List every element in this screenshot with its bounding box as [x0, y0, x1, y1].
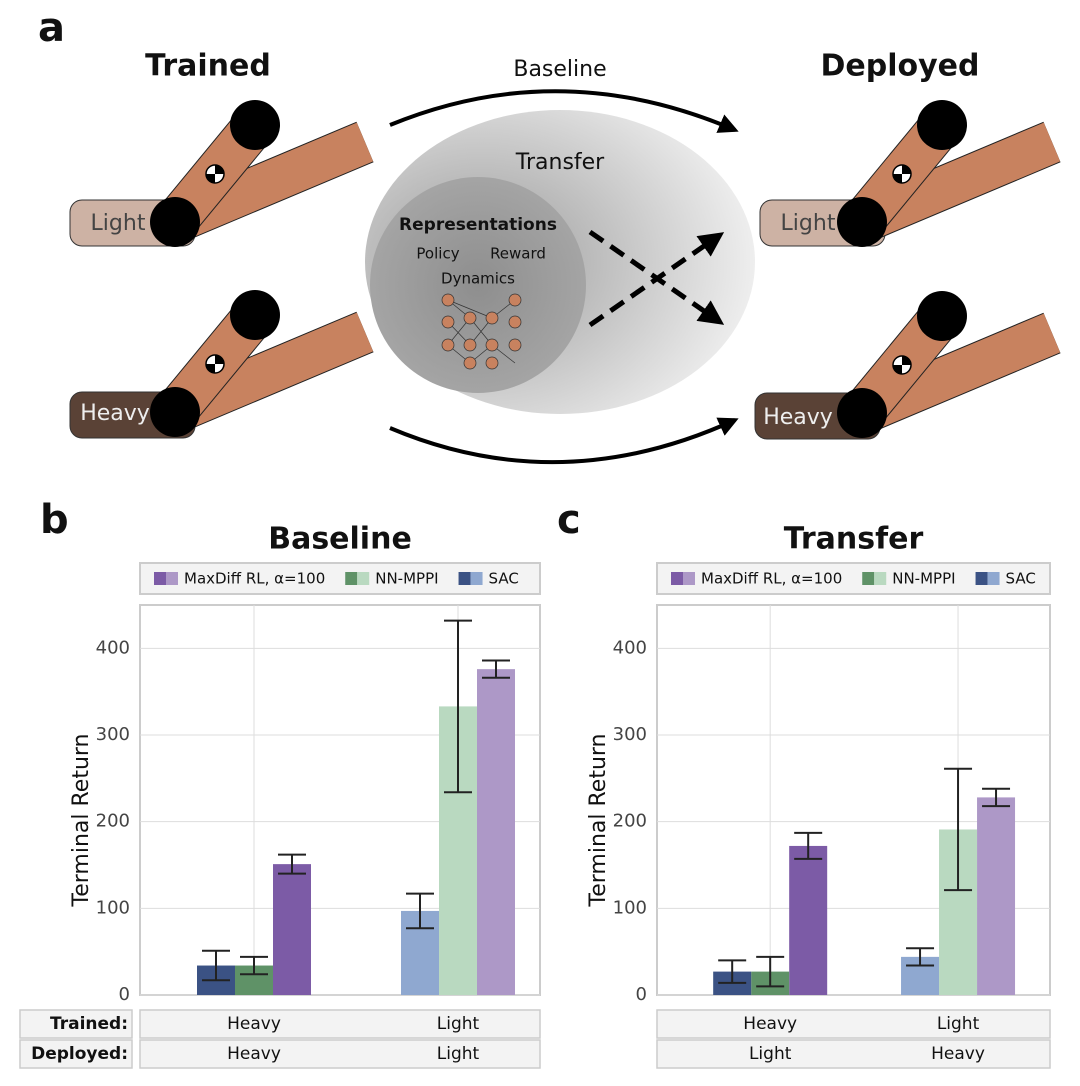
category-label: Heavy — [227, 1044, 281, 1064]
error-bar — [906, 947, 935, 967]
bar — [273, 864, 311, 995]
region-label: Transfer — [515, 150, 605, 175]
category-label: Light — [749, 1044, 792, 1064]
error-bar — [482, 659, 510, 679]
error-bar — [756, 955, 785, 988]
y-axis-label: Terminal Return — [586, 734, 611, 908]
y-tick-label: 100 — [613, 897, 647, 918]
legend-label: SAC — [1006, 570, 1036, 588]
arm-label: Light — [781, 211, 836, 236]
table-row — [656, 1009, 1051, 1039]
legend-swatch — [874, 572, 887, 585]
y-tick-label: 100 — [96, 897, 130, 918]
panel-label: b — [40, 497, 69, 543]
network-icon — [441, 293, 522, 370]
legend-label: SAC — [489, 570, 519, 588]
heading: Trained — [145, 49, 271, 84]
arm-label: Heavy — [80, 401, 150, 426]
category-label: Light — [437, 1014, 480, 1034]
y-tick-label: 200 — [96, 811, 130, 832]
error-bar — [944, 767, 973, 892]
bar — [977, 797, 1016, 995]
legend-swatch — [166, 572, 178, 585]
y-tick-label: 400 — [96, 637, 130, 658]
legend-swatch — [975, 572, 988, 585]
legend-swatch — [470, 572, 483, 585]
error-bar — [794, 831, 823, 860]
legend-swatch — [357, 572, 370, 585]
charts: Trained: Deployed: b Baseline 0 100 200 300 400 T… — [19, 497, 1051, 1069]
panel-label: a — [38, 5, 65, 51]
bar — [477, 669, 515, 995]
error-bar — [240, 955, 268, 976]
error-bar — [982, 787, 1011, 808]
bar — [789, 845, 828, 995]
arm-label: Heavy — [763, 405, 833, 430]
row-label-cell — [19, 1009, 133, 1039]
error-bar — [202, 949, 230, 982]
legend-swatch — [671, 572, 683, 585]
arrow-label: Baseline — [513, 57, 606, 82]
category-label: Heavy — [743, 1014, 797, 1034]
y-tick-label: 200 — [613, 811, 647, 832]
table-row — [656, 1039, 1051, 1069]
y-axis-label: Terminal Return — [69, 734, 94, 908]
legend-swatch — [862, 572, 875, 585]
legend-swatch — [458, 572, 471, 585]
legend-label: MaxDiff RL, α=100 — [701, 570, 842, 588]
legend-label: NN-MPPI — [892, 570, 955, 588]
chart-title: Transfer — [784, 522, 924, 557]
y-tick-label: 400 — [613, 637, 647, 658]
arm-label: Light — [91, 211, 146, 236]
error-bar — [406, 892, 434, 930]
legend-swatch — [987, 572, 1000, 585]
panel-label: c — [557, 497, 581, 543]
y-tick-label: 300 — [613, 724, 647, 745]
item-label: Reward — [490, 245, 546, 263]
legend-swatch — [345, 572, 358, 585]
legend-swatch — [683, 572, 695, 585]
y-tick-label: 300 — [96, 724, 130, 745]
region-label: Representations — [399, 215, 557, 235]
table-row — [139, 1009, 541, 1039]
table-row — [139, 1039, 541, 1069]
category-label: Light — [437, 1044, 480, 1064]
legend-label: NN-MPPI — [375, 570, 438, 588]
row-label: Trained: — [50, 1014, 128, 1034]
row-label-cell — [19, 1039, 133, 1069]
item-label: Policy — [416, 245, 459, 263]
item-label: Dynamics — [441, 270, 515, 288]
y-tick-label: 0 — [119, 984, 130, 1005]
error-bar — [444, 619, 472, 794]
category-label: Light — [937, 1014, 980, 1034]
heading: Deployed — [821, 49, 980, 84]
y-tick-label: 0 — [636, 984, 647, 1005]
category-label: Heavy — [931, 1044, 985, 1064]
diagram: a Trained Deployed Baseline Transfer Rep… — [38, 5, 1052, 465]
error-bar — [718, 959, 747, 984]
legend-swatch — [154, 572, 166, 585]
error-bar — [278, 853, 306, 875]
row-label: Deployed: — [31, 1044, 128, 1064]
legend-label: MaxDiff RL, α=100 — [184, 570, 325, 588]
category-label: Heavy — [227, 1014, 281, 1034]
chart-title: Baseline — [268, 522, 412, 557]
